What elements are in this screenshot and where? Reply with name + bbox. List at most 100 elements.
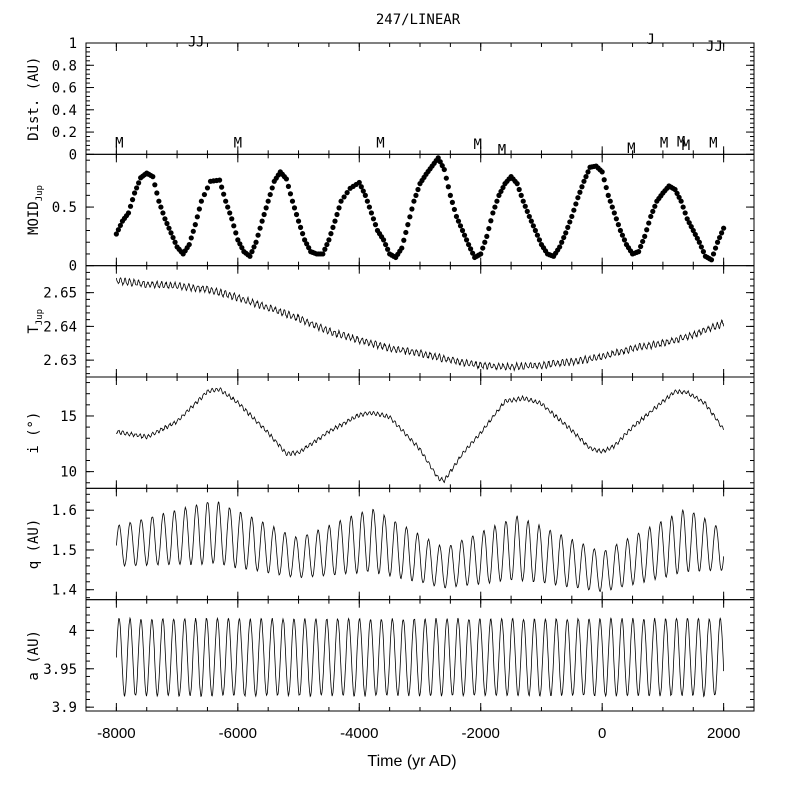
data-point <box>678 198 684 204</box>
data-point <box>712 245 719 251</box>
data-point <box>447 192 453 198</box>
data-point <box>198 198 204 204</box>
data-point <box>457 223 464 229</box>
y-tick-label: 0.6 <box>52 81 77 97</box>
y-tick-label: 2.65 <box>43 286 77 302</box>
data-point <box>334 211 340 218</box>
data-point <box>113 231 119 237</box>
data-point <box>152 182 158 188</box>
data-point <box>306 245 312 251</box>
data-point <box>692 231 698 238</box>
data-point <box>642 233 648 239</box>
annotation-J: J <box>706 39 714 55</box>
data-point <box>125 210 132 216</box>
panel-tjup: 2.63 2.64 2.65 TJup <box>26 265 755 378</box>
data-point <box>324 241 330 248</box>
y-axis-label: i (°) <box>26 412 42 454</box>
data-point <box>136 180 142 186</box>
data-point <box>399 245 405 251</box>
y-axis-label-sub: Jup <box>35 185 45 201</box>
data-point <box>229 216 235 222</box>
data-point <box>164 220 170 227</box>
data-point <box>524 208 530 214</box>
data-point <box>488 218 494 224</box>
annotation-M: M <box>115 136 123 152</box>
data-point <box>621 237 628 243</box>
data-point <box>129 197 136 203</box>
data-point <box>302 237 308 243</box>
data-point <box>710 251 717 257</box>
data-point <box>451 206 458 213</box>
y-axis-label: MOIDJup <box>26 185 45 235</box>
panel-moid: 0 0.5 MOIDJup <box>26 153 755 275</box>
data-point <box>437 159 443 165</box>
data-point <box>304 241 310 247</box>
data-point <box>603 184 609 191</box>
data-point <box>293 211 300 218</box>
x-tick-label: 0 <box>598 725 606 742</box>
data-point <box>636 249 642 255</box>
data-point <box>336 205 342 211</box>
data-point <box>470 250 476 256</box>
data-point <box>403 229 409 236</box>
data-point <box>259 218 265 224</box>
y-tick-label: 4 <box>69 623 77 639</box>
data-point <box>619 232 626 238</box>
data-point <box>385 246 391 252</box>
data-point <box>154 190 160 196</box>
data-point <box>461 232 468 238</box>
series-line-a <box>116 616 724 698</box>
data-point <box>465 241 472 248</box>
data-point <box>478 251 484 257</box>
x-tick-label: -2000 <box>462 725 500 742</box>
data-point <box>192 222 198 228</box>
data-point <box>696 239 702 245</box>
data-point <box>196 206 202 212</box>
data-point <box>194 214 200 220</box>
data-point <box>263 205 269 211</box>
data-point <box>227 210 233 216</box>
data-point <box>291 205 298 211</box>
annotation-J: J <box>196 34 204 50</box>
data-point <box>684 216 690 222</box>
data-point <box>362 192 368 198</box>
data-point <box>575 195 581 201</box>
data-point <box>601 177 607 183</box>
data-point <box>231 223 237 229</box>
data-point <box>411 198 417 204</box>
data-point <box>516 186 522 193</box>
data-point <box>674 190 680 196</box>
data-point <box>257 225 263 231</box>
data-point <box>320 251 326 257</box>
y-axis-label: q (AU) <box>26 519 42 570</box>
data-point <box>496 192 502 198</box>
data-point <box>366 204 372 210</box>
data-point <box>186 241 192 248</box>
data-point <box>269 185 275 191</box>
series-line-tjup <box>116 277 724 372</box>
data-point <box>267 191 273 198</box>
data-point <box>217 177 223 183</box>
x-tick-label: -6000 <box>219 725 257 742</box>
data-point <box>360 188 366 194</box>
data-point <box>364 198 370 204</box>
data-point <box>332 218 338 224</box>
data-point <box>567 219 573 225</box>
data-point <box>134 185 140 191</box>
data-point <box>131 190 138 196</box>
data-point <box>609 204 615 210</box>
data-point <box>518 192 524 198</box>
data-point <box>468 246 474 252</box>
y-tick-label: 1.6 <box>52 503 77 519</box>
y-tick-label: 0.8 <box>52 58 77 74</box>
data-point <box>526 213 532 220</box>
data-point <box>611 210 617 216</box>
data-point <box>605 192 611 198</box>
data-point <box>255 232 261 238</box>
y-tick-label: 0 <box>69 147 77 163</box>
data-point <box>613 216 619 222</box>
data-point <box>532 227 538 234</box>
data-point <box>520 198 526 204</box>
